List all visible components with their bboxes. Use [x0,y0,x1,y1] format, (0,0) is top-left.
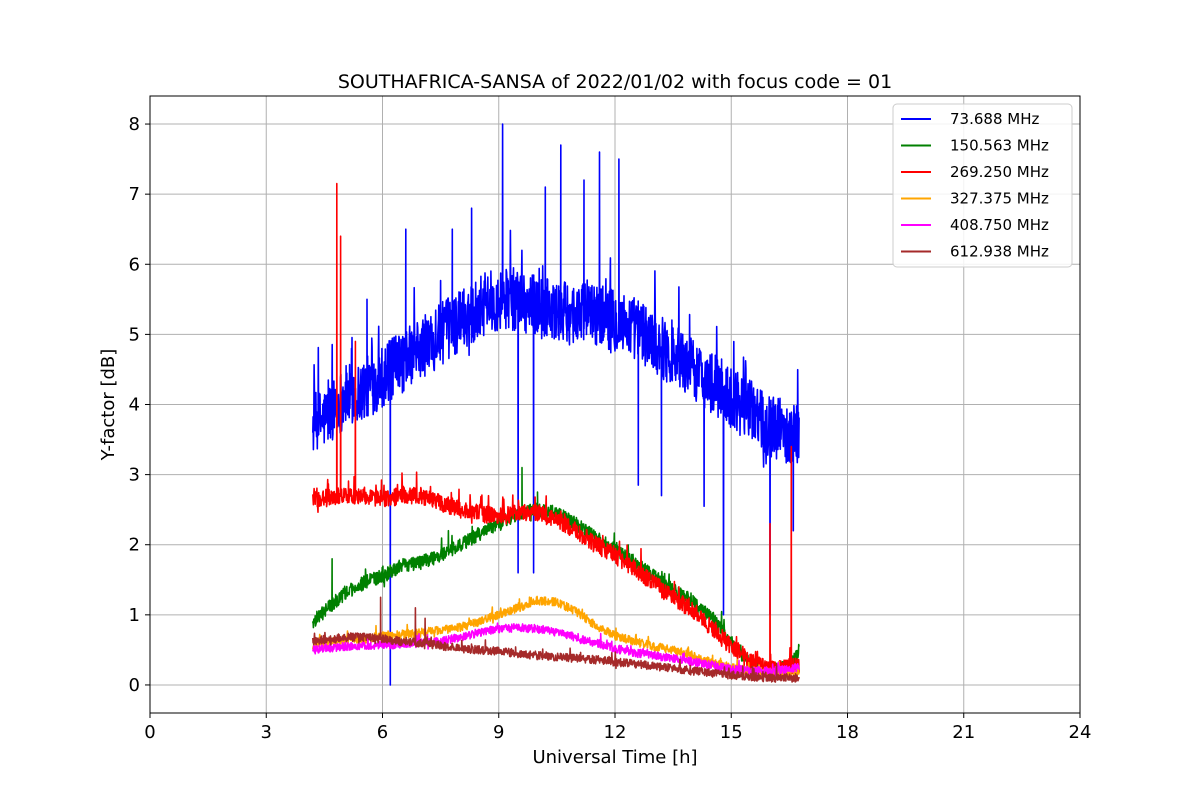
legend-label: 269.250 MHz [950,163,1049,181]
x-tick-label: 18 [836,722,859,743]
y-tick-label: 3 [129,465,140,486]
x-tick-label: 24 [1069,722,1092,743]
legend-label: 612.938 MHz [950,243,1049,261]
x-tick-label: 9 [493,722,504,743]
series-line [312,466,800,678]
legend: 73.688 MHz 150.563 MHz 269.250 MHz 327.375 … [892,103,1073,268]
legend-label: 327.375 MHz [950,190,1049,208]
series-line [312,596,800,683]
legend-label: 73.688 MHz [950,110,1039,128]
legend-label: 408.750 MHz [950,216,1049,234]
y-tick-label: 7 [129,184,140,205]
y-tick-label: 4 [129,395,140,416]
y-tick-label: 2 [129,535,140,556]
y-axis-label: Y-factor [dB] [98,349,119,462]
x-tick-label: 12 [604,722,627,743]
y-tick-label: 1 [129,605,140,626]
legend-label: 150.563 MHz [950,137,1049,155]
plot-series [312,123,800,686]
x-tick-label: 3 [261,722,272,743]
x-axis-label: Universal Time [h] [532,747,697,768]
x-tick-label: 0 [144,722,155,743]
chart-title: SOUTHAFRICA-SANSA of 2022/01/02 with foc… [338,71,892,93]
y-tick-label: 0 [129,675,140,696]
x-tick-label: 6 [377,722,388,743]
legend-box [892,103,1073,268]
series-line [312,123,800,686]
y-tick-label: 6 [129,254,140,275]
series-line [312,182,800,679]
x-tick-label: 15 [720,722,743,743]
series-line [312,622,800,678]
x-tick-label: 21 [952,722,975,743]
y-tick-label: 5 [129,324,140,345]
y-tick-label: 8 [129,114,140,135]
